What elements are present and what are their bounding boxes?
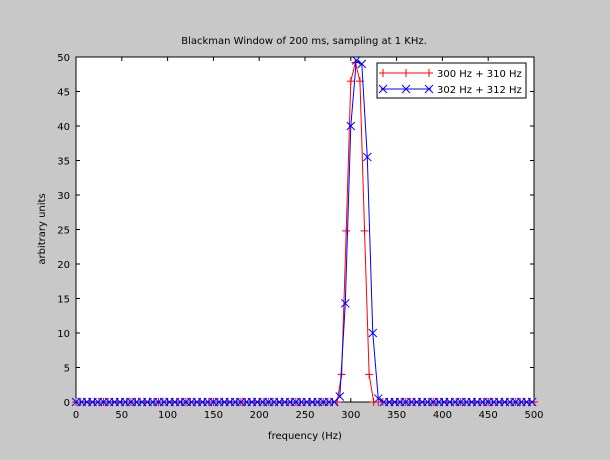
x-tick-label: 500 [524, 410, 543, 421]
y-tick-label: 0 [64, 398, 70, 409]
legend-marker [425, 69, 433, 77]
data-point [360, 226, 369, 235]
y-tick-label: 35 [57, 157, 70, 168]
y-tick-label: 15 [57, 295, 70, 306]
x-tick-label: 400 [433, 410, 452, 421]
data-point [527, 397, 537, 407]
data-point [368, 328, 378, 338]
legend-marker [402, 69, 410, 77]
data-point [373, 394, 383, 403]
legend-label: 300 Hz + 310 Hz [437, 69, 522, 80]
y-tick-label: 25 [57, 226, 70, 237]
x-tick-label: 250 [295, 410, 314, 421]
series-layer [71, 56, 538, 407]
x-axis-label: frequency (Hz) [268, 431, 342, 442]
y-tick-label: 5 [64, 364, 70, 375]
chart-title: Blackman Window of 200 ms, sampling at 1… [181, 36, 427, 47]
legend-marker [424, 84, 434, 94]
legend-box [376, 62, 527, 99]
data-point [346, 121, 356, 131]
legend-marker [378, 84, 388, 94]
data-point [335, 392, 345, 401]
x-tick-label: 350 [387, 410, 406, 421]
data-point [365, 370, 374, 379]
x-tick-label: 0 [73, 410, 79, 421]
data-point [362, 152, 372, 162]
x-tick-label: 300 [341, 410, 360, 421]
y-tick-label: 10 [57, 329, 70, 340]
y-axis-label: arbitrary units [37, 193, 48, 264]
legend-marker [401, 84, 411, 94]
x-tick-label: 200 [250, 410, 269, 421]
series-2 [71, 56, 537, 407]
x-tick-label: 100 [158, 410, 177, 421]
x-axis: 0 50 100 150 200 250 300 350 400 450 500 [73, 57, 544, 421]
y-tick-label: 20 [57, 260, 70, 271]
data-point [346, 77, 355, 86]
y-tick-label: 50 [57, 53, 70, 64]
plot-area [75, 56, 535, 403]
y-tick-label: 40 [57, 122, 70, 133]
x-tick-label: 450 [479, 410, 498, 421]
x-tick-label: 150 [204, 410, 223, 421]
data-point [340, 298, 350, 308]
legend: 300 Hz + 310 Hz 302 Hz + 312 Hz [376, 62, 527, 99]
data-point [342, 226, 351, 235]
legend-marker [379, 69, 387, 77]
legend-item: 300 Hz + 310 Hz [379, 69, 522, 80]
y-tick-label: 30 [57, 191, 70, 202]
data-point [357, 59, 367, 69]
series-line [76, 59, 533, 403]
x-tick-label: 50 [115, 410, 128, 421]
legend-label: 302 Hz + 312 Hz [437, 85, 522, 96]
data-point [351, 56, 361, 65]
y-axis: 0 5 10 15 20 25 30 35 40 45 50 [57, 53, 534, 409]
legend-item: 302 Hz + 312 Hz [378, 84, 522, 96]
y-tick-label: 45 [57, 88, 70, 99]
